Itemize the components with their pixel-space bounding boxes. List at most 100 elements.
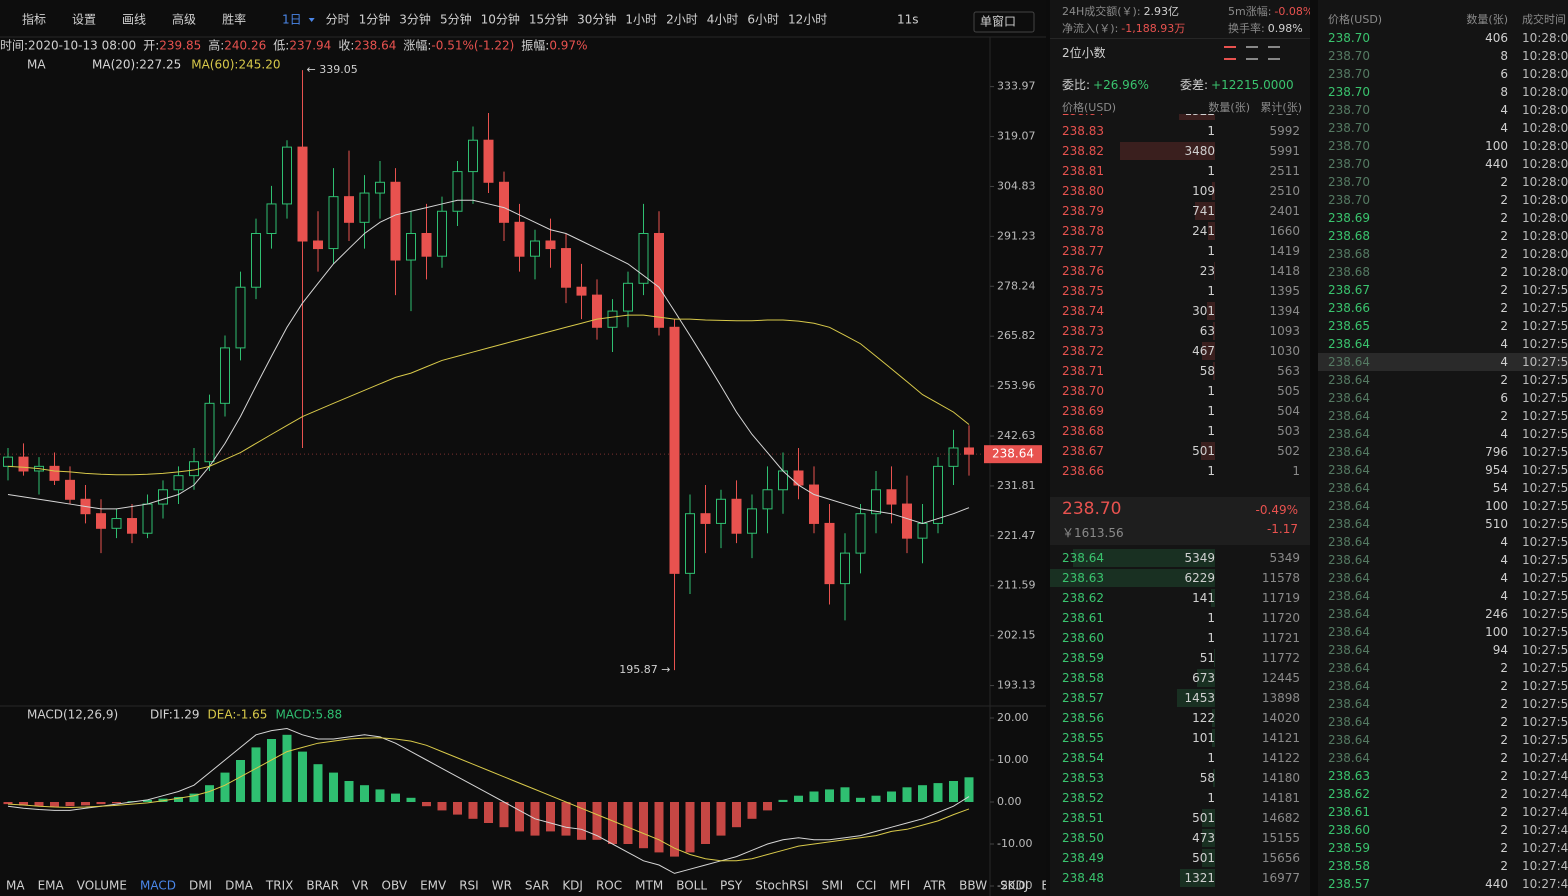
column-header: 成交时间 [1522, 13, 1566, 26]
trade-qty: 2 [1500, 409, 1508, 423]
cumulative: 14020 [1261, 711, 1300, 725]
indicator-tab[interactable]: ROC [596, 879, 622, 893]
trade-time: 10:28:07 [1522, 121, 1568, 135]
asks-row: 238.76 23 1418 [1050, 261, 1310, 281]
trade-price: 238.60 [1328, 823, 1370, 837]
indicator-tab[interactable]: PSY [720, 879, 743, 893]
interval-button[interactable]: 30分钟 [577, 12, 616, 27]
macd-bar [623, 802, 633, 844]
indicator-tab[interactable]: MA [6, 879, 25, 893]
stat: 5m涨幅: -0.08% [1228, 3, 1310, 19]
candle-body [235, 286, 246, 349]
indicator-tab[interactable]: EMA [38, 879, 65, 893]
cumulative: 1418 [1269, 264, 1300, 278]
price: 238.69 [1062, 404, 1104, 418]
indicator-tab[interactable]: ATR [923, 879, 946, 893]
indicator-tab[interactable]: MTM [635, 879, 663, 893]
interval-button[interactable]: 1分钟 [359, 12, 391, 27]
tool-button[interactable]: 画线 [122, 13, 146, 27]
trade-price: 238.64 [1328, 607, 1370, 621]
trade-time: 10:28:00 [1522, 247, 1568, 261]
interval-button[interactable]: 12小时 [788, 13, 827, 27]
interval-button[interactable]: 分时 [326, 13, 350, 27]
quantity: 1 [1207, 424, 1215, 438]
trade-price: 238.70 [1328, 139, 1370, 153]
indicator-tab[interactable]: CCI [856, 879, 876, 893]
macd-bar [112, 802, 121, 804]
indicator-tab[interactable]: WR [492, 879, 512, 893]
quantity: 1 [1207, 404, 1215, 418]
tool-button[interactable]: 高级 [172, 12, 196, 27]
indicator-tab[interactable]: VOLUME [77, 879, 127, 893]
indicator-tab[interactable]: BBW [959, 879, 987, 893]
tool-button[interactable]: 指标 [22, 12, 46, 27]
indicator-tab[interactable]: SKDJ [1000, 879, 1028, 893]
bids-row: 238.56 122 14020 [1050, 708, 1310, 728]
precision-select[interactable]: 2位小数 [1062, 46, 1106, 60]
indicator-tab[interactable]: MACD [140, 879, 176, 893]
quantity: 1 [1207, 791, 1215, 805]
column-header: 累计(张) [1260, 101, 1302, 114]
indicator-line [7, 314, 970, 476]
trade-row: 238.64 54 10:27:59 [1318, 479, 1568, 497]
y-tick-label: 231.81 [997, 479, 1036, 492]
indicator-tab[interactable]: TRIX [265, 879, 293, 893]
trade-price: 238.64 [1328, 427, 1370, 441]
trade-qty: 2 [1500, 859, 1508, 873]
indicator-tab[interactable]: OBV [382, 879, 408, 893]
info-value: 240.26 [224, 39, 266, 53]
indicator-tab[interactable]: DMA [225, 879, 254, 893]
indicator-line [7, 727, 970, 874]
info-label: 振幅: [521, 38, 549, 53]
macd-bar [298, 751, 307, 802]
interval-button[interactable]: 3分钟 [399, 12, 431, 27]
indicator-tab[interactable]: BOLL [676, 879, 707, 893]
indicator-tab[interactable]: StochRSI [755, 879, 808, 893]
interval-button[interactable]: 1小时 [625, 13, 657, 27]
indicator-tab[interactable]: KDJ [562, 879, 583, 893]
cumulative: 15656 [1261, 851, 1300, 865]
interval-button[interactable]: 1日 [282, 13, 302, 27]
indicator-tab[interactable]: SMI [822, 879, 844, 893]
interval-button[interactable]: 4小时 [707, 13, 739, 27]
interval-button[interactable]: 6小时 [747, 13, 779, 27]
indicator-tab[interactable]: BRAR [306, 879, 339, 893]
macd-bar [763, 802, 772, 811]
candle-body [623, 282, 633, 312]
interval-button[interactable]: 10分钟 [481, 12, 520, 27]
indicator-tab[interactable]: DMI [189, 879, 212, 893]
candle-body [793, 470, 804, 486]
cumulative: 14181 [1261, 791, 1300, 805]
timer: 11s [897, 13, 919, 27]
interval-button[interactable]: 2小时 [666, 13, 698, 27]
quantity: 1 [1207, 164, 1215, 178]
bids-row: 238.55 101 14121 [1050, 728, 1310, 748]
high-annotation: ← 339.05 [307, 63, 358, 76]
trade-time: 10:28:07 [1522, 157, 1568, 171]
indicator-tab[interactable]: RSI [459, 879, 479, 893]
trade-row: 238.64 4 10:27:59 [1318, 335, 1568, 353]
tool-button[interactable]: 设置 [72, 13, 96, 27]
indicator-tab[interactable]: SAR [525, 879, 549, 893]
indicator-tab[interactable]: EMV [420, 879, 447, 893]
indicator-tab[interactable]: BIAS [1041, 879, 1046, 893]
trade-qty: 100 [1485, 625, 1508, 639]
indicator-tab[interactable]: VR [352, 879, 369, 893]
candle-body [700, 513, 711, 524]
price: 238.80 [1062, 184, 1104, 198]
tool-button[interactable]: 胜率 [222, 12, 246, 27]
trade-row: 238.70 4 10:28:07 [1318, 101, 1568, 119]
macd-bar [484, 802, 493, 823]
stat: 换手率: 0.98% [1228, 20, 1303, 36]
candle-body [948, 447, 959, 467]
interval-button[interactable]: 5分钟 [440, 12, 472, 27]
window-label[interactable]: 单窗口 [980, 15, 1016, 29]
trade-list: 价格(USD) 数量(张) 成交时间 238.70 406 10:28:07 238.70 8… [1318, 0, 1568, 896]
candle-body [251, 232, 261, 288]
interval-button[interactable]: 15分钟 [529, 12, 568, 27]
window-button[interactable] [973, 11, 1035, 33]
asks-row: 238.79 741 2401 [1050, 201, 1310, 221]
macd-bar [654, 802, 664, 853]
indicator-tab[interactable]: MFI [889, 879, 910, 893]
bids-row: 238.58 673 12445 [1050, 668, 1310, 688]
